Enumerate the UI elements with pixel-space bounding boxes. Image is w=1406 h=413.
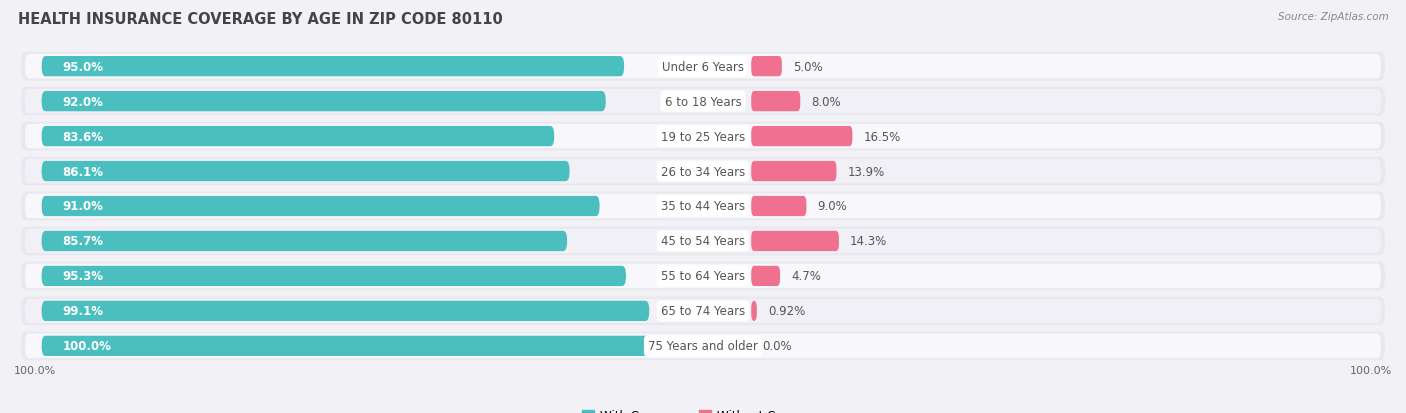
Text: HEALTH INSURANCE COVERAGE BY AGE IN ZIP CODE 80110: HEALTH INSURANCE COVERAGE BY AGE IN ZIP … [18, 12, 503, 27]
FancyBboxPatch shape [25, 299, 1381, 323]
Text: 35 to 44 Years: 35 to 44 Years [661, 200, 745, 213]
Text: 0.0%: 0.0% [762, 339, 792, 352]
Text: 86.1%: 86.1% [62, 165, 103, 178]
FancyBboxPatch shape [42, 127, 554, 147]
Text: 5.0%: 5.0% [793, 61, 823, 74]
Legend: With Coverage, Without Coverage: With Coverage, Without Coverage [578, 404, 828, 413]
FancyBboxPatch shape [751, 301, 756, 321]
Text: 95.0%: 95.0% [62, 61, 103, 74]
FancyBboxPatch shape [42, 57, 624, 77]
FancyBboxPatch shape [751, 57, 782, 77]
FancyBboxPatch shape [42, 301, 650, 321]
FancyBboxPatch shape [751, 266, 780, 286]
Text: 75 Years and older: 75 Years and older [648, 339, 758, 352]
FancyBboxPatch shape [42, 336, 655, 356]
Text: 100.0%: 100.0% [1350, 366, 1392, 375]
FancyBboxPatch shape [25, 229, 1381, 254]
FancyBboxPatch shape [21, 297, 1385, 325]
FancyBboxPatch shape [42, 92, 606, 112]
Text: 0.92%: 0.92% [768, 305, 806, 318]
FancyBboxPatch shape [25, 125, 1381, 149]
FancyBboxPatch shape [25, 194, 1381, 219]
FancyBboxPatch shape [21, 157, 1385, 186]
Text: Source: ZipAtlas.com: Source: ZipAtlas.com [1278, 12, 1389, 22]
FancyBboxPatch shape [21, 53, 1385, 81]
Text: 100.0%: 100.0% [62, 339, 111, 352]
FancyBboxPatch shape [42, 266, 626, 286]
Text: 4.7%: 4.7% [792, 270, 821, 283]
FancyBboxPatch shape [21, 122, 1385, 151]
Text: 6 to 18 Years: 6 to 18 Years [665, 95, 741, 108]
Text: 13.9%: 13.9% [848, 165, 884, 178]
Text: 85.7%: 85.7% [62, 235, 103, 248]
FancyBboxPatch shape [751, 127, 852, 147]
Text: 92.0%: 92.0% [62, 95, 103, 108]
Text: 55 to 64 Years: 55 to 64 Years [661, 270, 745, 283]
FancyBboxPatch shape [21, 332, 1385, 360]
FancyBboxPatch shape [25, 90, 1381, 114]
Text: 95.3%: 95.3% [62, 270, 103, 283]
FancyBboxPatch shape [751, 92, 800, 112]
FancyBboxPatch shape [25, 334, 1381, 358]
Text: 19 to 25 Years: 19 to 25 Years [661, 130, 745, 143]
Text: 26 to 34 Years: 26 to 34 Years [661, 165, 745, 178]
Text: 9.0%: 9.0% [817, 200, 848, 213]
FancyBboxPatch shape [21, 192, 1385, 221]
Text: 14.3%: 14.3% [851, 235, 887, 248]
FancyBboxPatch shape [751, 197, 807, 216]
FancyBboxPatch shape [42, 161, 569, 182]
Text: 91.0%: 91.0% [62, 200, 103, 213]
FancyBboxPatch shape [25, 264, 1381, 288]
FancyBboxPatch shape [42, 197, 599, 216]
FancyBboxPatch shape [21, 262, 1385, 291]
Text: 83.6%: 83.6% [62, 130, 103, 143]
FancyBboxPatch shape [25, 159, 1381, 184]
Text: 65 to 74 Years: 65 to 74 Years [661, 305, 745, 318]
FancyBboxPatch shape [21, 227, 1385, 256]
FancyBboxPatch shape [25, 55, 1381, 79]
Text: 16.5%: 16.5% [863, 130, 901, 143]
Text: 99.1%: 99.1% [62, 305, 103, 318]
FancyBboxPatch shape [42, 231, 567, 252]
Text: Under 6 Years: Under 6 Years [662, 61, 744, 74]
FancyBboxPatch shape [751, 231, 839, 252]
FancyBboxPatch shape [751, 161, 837, 182]
Text: 45 to 54 Years: 45 to 54 Years [661, 235, 745, 248]
Text: 8.0%: 8.0% [811, 95, 841, 108]
FancyBboxPatch shape [21, 88, 1385, 116]
Text: 100.0%: 100.0% [14, 366, 56, 375]
